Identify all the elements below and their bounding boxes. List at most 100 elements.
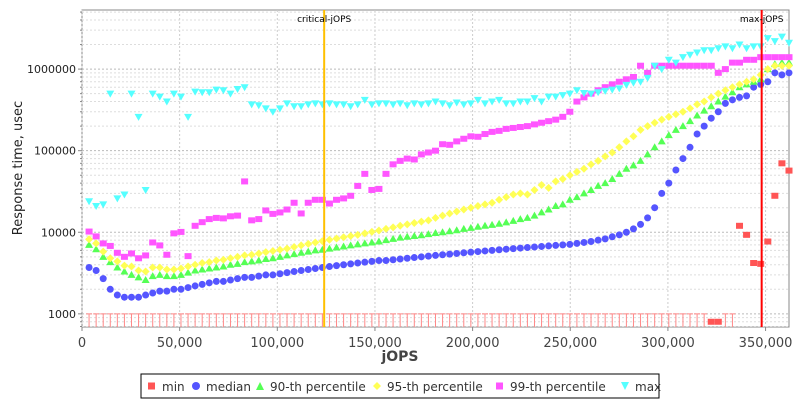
95-th-percentile-point bbox=[297, 241, 306, 250]
min-point bbox=[785, 167, 793, 174]
median-point bbox=[354, 259, 362, 267]
95-th-percentile-point bbox=[389, 223, 398, 232]
median-point bbox=[644, 214, 652, 222]
median-point bbox=[135, 293, 143, 301]
median-point bbox=[573, 239, 581, 247]
90-th-percentile-point bbox=[85, 240, 94, 248]
min-point bbox=[531, 313, 538, 327]
max-point bbox=[367, 101, 376, 109]
95-th-percentile-point bbox=[572, 167, 581, 176]
max-point bbox=[565, 90, 574, 98]
95-th-percentile-point bbox=[473, 201, 482, 210]
95-th-percentile-point bbox=[339, 233, 348, 242]
median-point bbox=[559, 241, 567, 249]
median-point bbox=[460, 249, 468, 257]
min-point bbox=[361, 313, 368, 327]
median-point bbox=[439, 251, 447, 259]
min-point bbox=[156, 313, 163, 327]
95-th-percentile-point bbox=[671, 110, 680, 119]
95-th-percentile-point bbox=[92, 239, 101, 248]
max-point bbox=[445, 102, 454, 110]
median-point bbox=[361, 258, 369, 266]
99-th-percentile-point bbox=[453, 138, 461, 145]
99-th-percentile-point bbox=[629, 73, 637, 80]
max-point bbox=[693, 49, 702, 57]
95-th-percentile-point bbox=[148, 263, 157, 272]
marker-label-critical-jOPS: critical-jOPS bbox=[297, 15, 351, 25]
median-point bbox=[516, 244, 524, 252]
min-point bbox=[170, 313, 177, 327]
min-point bbox=[333, 313, 340, 327]
90-th-percentile-point bbox=[516, 215, 525, 223]
legend-label: min bbox=[162, 380, 185, 394]
99-th-percentile-point bbox=[622, 76, 630, 83]
min-point bbox=[658, 313, 665, 327]
max-point bbox=[134, 113, 143, 121]
median-point bbox=[340, 261, 348, 269]
99-th-percentile-point bbox=[269, 210, 277, 217]
min-point bbox=[644, 313, 651, 327]
median-point bbox=[502, 245, 510, 253]
min-point bbox=[489, 313, 496, 327]
median-point bbox=[446, 250, 454, 258]
95-th-percentile-point bbox=[643, 122, 652, 131]
min-point bbox=[114, 313, 121, 327]
90-th-percentile-point bbox=[240, 258, 249, 266]
90-th-percentile-point bbox=[622, 164, 631, 172]
median-point bbox=[736, 93, 744, 101]
legend-icon bbox=[621, 382, 629, 390]
max-point bbox=[509, 100, 518, 108]
min-point bbox=[142, 313, 149, 327]
95-th-percentile-point bbox=[594, 156, 603, 165]
median-point bbox=[700, 122, 708, 130]
99-th-percentile-point bbox=[120, 253, 128, 260]
99-th-percentile-point bbox=[297, 210, 305, 217]
median-point bbox=[113, 291, 121, 299]
90-th-percentile-point bbox=[700, 106, 709, 114]
95-th-percentile-point bbox=[219, 255, 228, 264]
median-point bbox=[212, 277, 220, 285]
max-point bbox=[650, 62, 659, 70]
90-th-percentile-point bbox=[120, 267, 129, 275]
99-th-percentile-point bbox=[502, 125, 510, 132]
99-th-percentile-point bbox=[573, 98, 581, 105]
min-point bbox=[121, 313, 128, 327]
90-th-percentile-point bbox=[587, 185, 596, 193]
90-th-percentile-point bbox=[459, 224, 468, 232]
max-point bbox=[728, 45, 737, 53]
90-th-percentile-point bbox=[480, 221, 489, 229]
90-th-percentile-point bbox=[686, 117, 695, 125]
95-th-percentile-point bbox=[587, 160, 596, 169]
99-th-percentile-point bbox=[262, 207, 270, 214]
90-th-percentile-point bbox=[247, 257, 256, 265]
95-th-percentile-point bbox=[544, 183, 553, 192]
99-th-percentile-point bbox=[424, 149, 432, 156]
99-th-percentile-point bbox=[516, 124, 524, 131]
max-point bbox=[431, 98, 440, 106]
99-th-percentile-point bbox=[615, 78, 623, 85]
median-point bbox=[234, 275, 242, 283]
95-th-percentile-point bbox=[749, 75, 758, 84]
90-th-percentile-point bbox=[92, 245, 101, 253]
95-th-percentile-point bbox=[417, 217, 426, 226]
99-th-percentile-point bbox=[785, 54, 793, 61]
90-th-percentile-point bbox=[544, 205, 553, 213]
jops-markers: critical-jOPS max-jOPS bbox=[297, 10, 784, 327]
99-th-percentile-point bbox=[509, 124, 517, 131]
95-th-percentile-point bbox=[162, 265, 171, 274]
min-point bbox=[86, 313, 93, 327]
median-point bbox=[276, 270, 284, 278]
99-th-percentile-point bbox=[85, 228, 93, 235]
90-th-percentile-point bbox=[502, 218, 511, 226]
95-th-percentile-point bbox=[686, 104, 695, 113]
max-point bbox=[742, 45, 751, 53]
min-point bbox=[595, 313, 602, 327]
90-th-percentile-point bbox=[466, 223, 475, 231]
95-th-percentile-point bbox=[176, 264, 185, 273]
min-point bbox=[474, 313, 481, 327]
max-point bbox=[466, 100, 475, 108]
x-tick-label: 250,000 bbox=[543, 336, 597, 351]
99-th-percentile-point bbox=[495, 127, 503, 134]
95-th-percentile-point bbox=[254, 249, 263, 258]
90-th-percentile-point bbox=[191, 266, 200, 274]
